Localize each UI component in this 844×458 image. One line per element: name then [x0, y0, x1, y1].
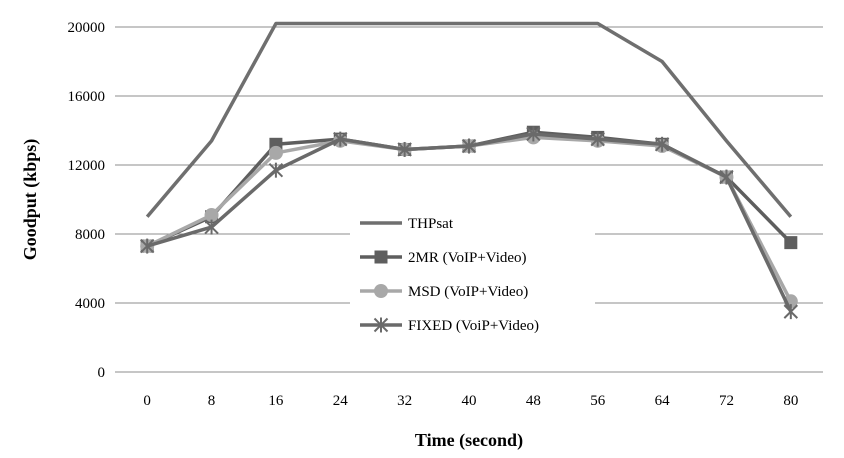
x-tick-label: 32 — [397, 393, 412, 409]
data-point — [268, 162, 284, 178]
series-3 — [139, 126, 799, 320]
legend: THPsat 2MR (VoIP+Video) MSD (VoIP+Video) FI… — [350, 205, 595, 345]
data-point — [784, 236, 798, 250]
data-point — [461, 138, 477, 154]
legend-label: MSD (VoIP+Video) — [408, 284, 528, 300]
y-tick-label: 4000 — [75, 296, 105, 312]
legend-item: FIXED (VoiP+Video) — [360, 317, 539, 334]
x-tick-label: 40 — [462, 393, 477, 409]
x-axis-title: Time (second) — [415, 430, 523, 451]
data-point — [397, 141, 412, 157]
data-point — [333, 131, 348, 147]
y-tick-label: 12000 — [68, 158, 106, 174]
data-point — [783, 304, 799, 320]
legend-marker — [373, 317, 389, 333]
gridlines — [115, 26, 823, 304]
data-point — [139, 238, 155, 254]
x-tick-label: 56 — [590, 393, 606, 409]
x-tick-label: 80 — [783, 393, 798, 409]
data-point — [268, 145, 283, 160]
x-tick-label: 8 — [208, 393, 216, 409]
legend-item: THPsat — [360, 216, 454, 232]
x-tick-label: 48 — [526, 393, 541, 409]
data-point — [654, 136, 670, 152]
legend-marker — [374, 250, 388, 264]
legend-item: MSD (VoIP+Video) — [360, 284, 528, 300]
series-lines — [139, 21, 799, 320]
x-axis-tick-labels: 0 8 16 24 32 40 48 56 64 72 80 — [143, 393, 798, 409]
data-point — [590, 131, 605, 147]
y-axis-tick-labels: 0 4000 8000 12000 16000 20000 — [68, 20, 106, 381]
x-tick-label: 72 — [719, 393, 734, 409]
legend-background — [350, 205, 595, 345]
series-line — [145, 21, 793, 218]
y-tick-label: 0 — [98, 365, 106, 381]
legend-label: FIXED (VoiP+Video) — [408, 318, 539, 334]
y-tick-label: 8000 — [75, 227, 105, 243]
data-point — [204, 208, 219, 223]
legend-item: 2MR (VoIP+Video) — [360, 250, 527, 266]
y-axis-title: Goodput (kbps) — [20, 139, 41, 261]
legend-label: 2MR (VoIP+Video) — [408, 250, 527, 266]
legend-marker — [374, 284, 388, 298]
x-tick-label: 16 — [268, 393, 284, 409]
data-point — [204, 219, 219, 235]
series-0 — [145, 21, 793, 218]
x-tick-label: 0 — [143, 393, 151, 409]
x-tick-label: 64 — [655, 393, 671, 409]
data-point — [526, 126, 541, 142]
legend-label: THPsat — [408, 216, 454, 232]
y-tick-label: 16000 — [68, 89, 106, 105]
x-tick-label: 24 — [333, 393, 349, 409]
y-tick-label: 20000 — [68, 20, 106, 36]
data-point — [719, 169, 734, 185]
